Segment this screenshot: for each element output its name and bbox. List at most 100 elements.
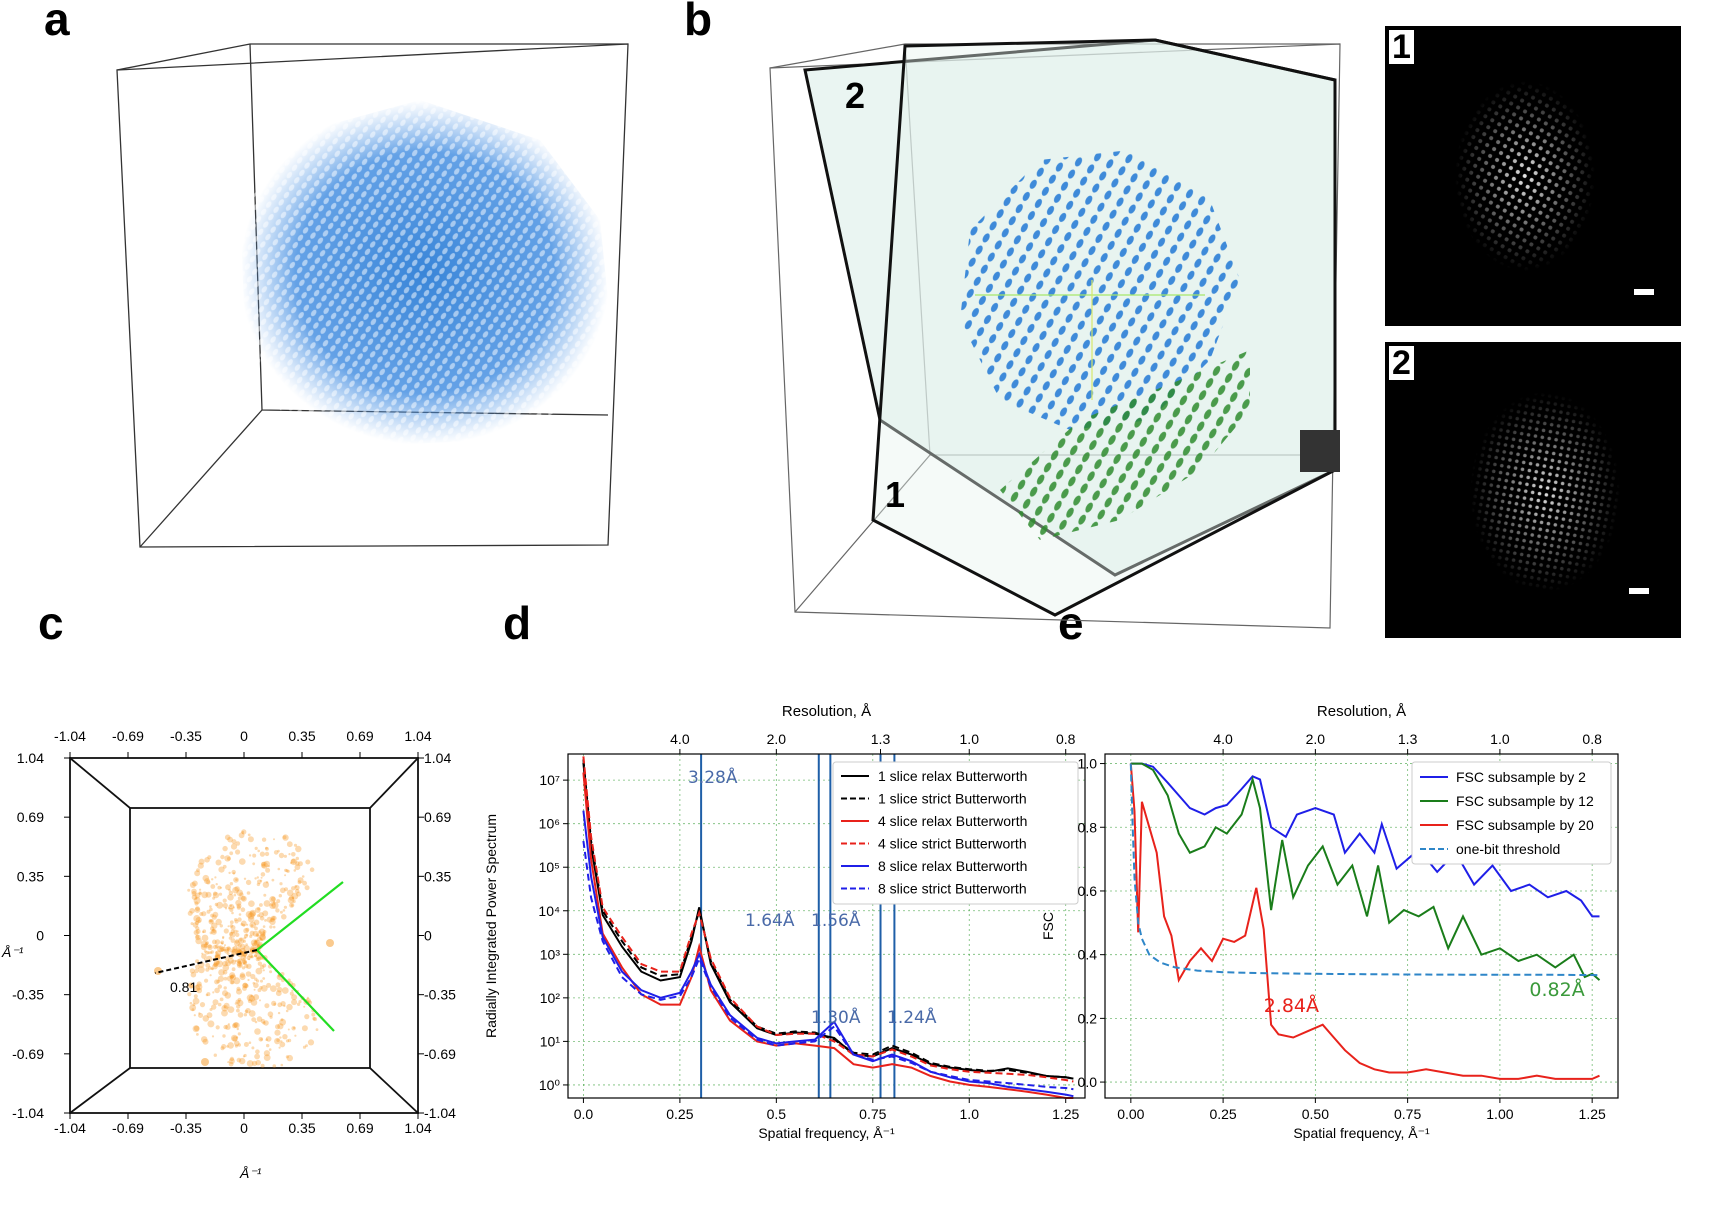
orange-point [267,1011,274,1017]
orange-point [227,856,231,861]
orange-point [251,1017,257,1022]
x-tick-bottom: -0.69 [112,1120,144,1136]
orange-point [204,857,210,863]
orange-point [236,959,241,964]
orange-point [236,988,242,995]
orange-point [242,951,248,957]
orange-point [214,987,220,994]
x-tick-bottom: -0.35 [170,1120,202,1136]
orange-point [222,935,225,939]
orange-point [214,954,221,960]
orange-point [243,1042,249,1047]
orange-point [245,927,250,932]
orange-point [237,997,242,1002]
orange-point [279,1041,286,1048]
orange-point [213,962,218,967]
orange-point [259,964,265,970]
orange-point [265,846,268,850]
orange-point [257,914,260,918]
orange-point [199,1002,206,1008]
legend-label: FSC subsample by 12 [1456,793,1594,809]
orange-point [195,934,201,941]
orange-point [255,933,260,937]
orange-point [280,1018,284,1022]
orange-point [236,986,241,992]
orange-point [236,949,242,955]
orange-point [201,1058,209,1066]
x-tick-label: 1.00 [1486,1106,1513,1122]
orange-point [154,967,162,975]
orange-point [264,851,270,857]
plot-frame [1104,753,1619,1099]
top-axis-label: Resolution, Å [782,703,871,720]
orange-point [212,896,216,900]
orange-point [259,916,265,921]
orange-point [198,1012,201,1015]
orange-point [208,919,214,925]
orange-point [250,939,258,947]
legend-label: 8 slice relax Butterworth [878,858,1027,874]
orange-point [228,936,232,940]
orange-point [237,999,244,1007]
orange-point [251,1046,255,1050]
orange-point [245,1008,251,1014]
orange-point [217,1002,222,1007]
orange-point [260,1038,263,1041]
orange-point [226,975,233,982]
orange-point [201,953,207,959]
orange-point [203,950,207,953]
orange-point [236,889,243,897]
orange-point [245,933,249,937]
orange-point [204,878,211,885]
orange-point [244,983,249,989]
orange-point [237,1012,244,1018]
orange-point [239,951,245,957]
orange-point [193,929,199,936]
orange-point [263,893,267,897]
orange-point [223,1024,228,1030]
legend-label: 4 slice strict Butterworth [878,836,1027,852]
orange-point [220,941,223,944]
orange-point [212,939,217,945]
orange-point [274,1037,281,1045]
orange-point [245,971,252,977]
orange-point [235,932,240,938]
orange-point [270,896,276,902]
orange-point [230,950,233,953]
orange-point [269,896,276,903]
orange-point [216,960,224,968]
plane-label-2: 2 [845,75,865,116]
orange-point [250,994,253,997]
orange-point [217,945,224,953]
orange-point [268,1048,272,1051]
orange-point [229,907,234,913]
series-line [582,762,1074,1080]
orange-point [214,876,217,879]
orange-point [256,936,262,942]
plane-label-1: 1 [885,474,905,515]
top-tick-label: 0.8 [1056,731,1076,747]
orange-point [219,947,224,952]
x-tick-label: 0.0 [574,1106,594,1122]
orange-point [262,932,266,936]
orange-point [307,1039,315,1046]
orange-point [222,970,228,975]
orange-point [297,880,302,885]
orange-point [262,963,267,968]
plot-frame [567,753,1086,1099]
orange-point [282,834,289,841]
orange-point [229,931,236,938]
orange-point [291,852,296,857]
orange-point [285,1039,290,1043]
orange-point [233,977,241,985]
legend-label: 4 slice relax Butterworth [878,813,1027,829]
orange-point [220,946,226,952]
orange-point [238,913,242,916]
orange-point [255,1049,260,1054]
orange-point [208,966,212,970]
orange-point [209,951,213,954]
orange-point [279,1018,286,1026]
orange-point [222,964,230,971]
orange-point [243,934,248,938]
orange-point [219,997,224,1002]
